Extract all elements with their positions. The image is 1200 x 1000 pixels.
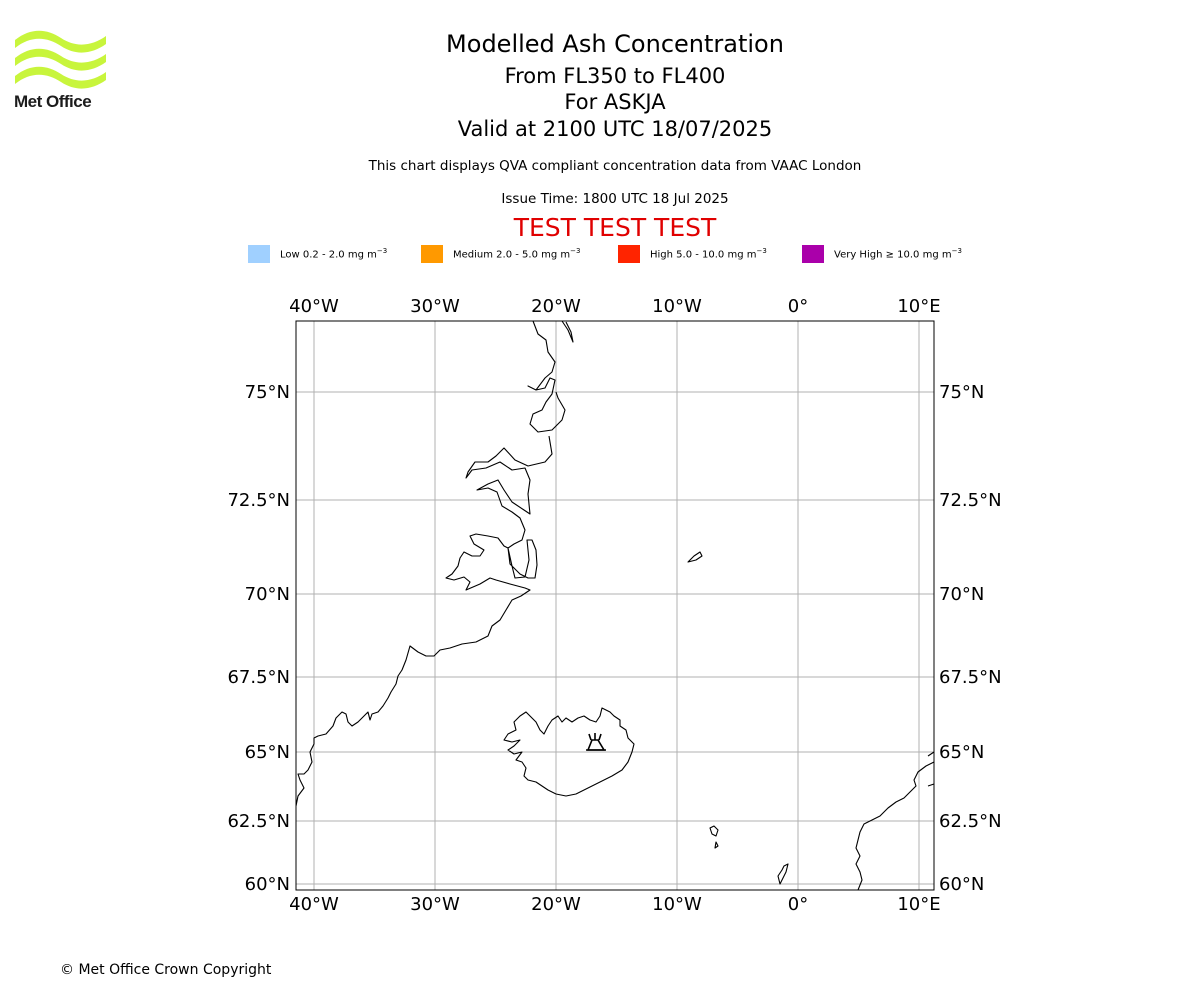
greenland-coastline <box>295 320 574 807</box>
lat-tick-label: 60°N <box>939 874 984 895</box>
lon-tick-label: 30°W <box>410 296 460 317</box>
lon-tick-label: 40°W <box>289 296 339 317</box>
shetland-coastline <box>777 863 789 885</box>
met-office-logo: Met Office <box>14 30 108 114</box>
logo-text: Met Office <box>14 92 92 111</box>
legend-swatch-medium <box>421 245 443 263</box>
legend-label-very-high: Very High ≥ 10.0 mg m−3 <box>834 247 962 261</box>
lat-tick-label: 65°N <box>245 742 290 763</box>
valid-time: Valid at 2100 UTC 18/07/2025 <box>457 117 773 141</box>
norway-coastline <box>855 751 935 891</box>
lat-tick-label: 67.5°N <box>227 667 290 688</box>
lon-tick-label: 30°W <box>410 894 460 915</box>
test-banner: TEST TEST TEST <box>513 213 717 242</box>
met-office-waves-icon <box>15 30 106 89</box>
lat-tick-label: 72.5°N <box>939 490 1002 511</box>
lon-tick-label: 0° <box>788 894 808 915</box>
lat-labels-left: 75°N 72.5°N 70°N 67.5°N 65°N 62.5°N 60°N <box>227 382 290 895</box>
coastlines <box>295 320 935 891</box>
lat-tick-label: 60°N <box>245 874 290 895</box>
lat-tick-label: 70°N <box>245 584 290 605</box>
lat-tick-label: 75°N <box>939 382 984 403</box>
lon-tick-label: 20°W <box>531 894 581 915</box>
chart-description: This chart displays QVA compliant concen… <box>368 158 862 174</box>
legend-swatch-low <box>248 245 270 263</box>
lat-labels-right: 75°N 72.5°N 70°N 67.5°N 65°N 62.5°N 60°N <box>939 382 1002 895</box>
legend-swatch-very-high <box>802 245 824 263</box>
flight-level-range: From FL350 to FL400 <box>504 64 726 88</box>
lat-tick-label: 67.5°N <box>939 667 1002 688</box>
legend-label-medium: Medium 2.0 - 5.0 mg m−3 <box>453 247 581 261</box>
legend-item-medium: Medium 2.0 - 5.0 mg m−3 <box>421 244 580 264</box>
lat-tick-label: 70°N <box>939 584 984 605</box>
lon-tick-label: 10°E <box>897 894 940 915</box>
lon-tick-label: 20°W <box>531 296 581 317</box>
lon-tick-label: 10°W <box>652 296 702 317</box>
lon-labels-bottom: 40°W 30°W 20°W 10°W 0° 10°E <box>289 894 940 915</box>
chart-title: Modelled Ash Concentration <box>446 30 784 58</box>
copyright-notice: © Met Office Crown Copyright <box>60 962 272 978</box>
lat-tick-label: 62.5°N <box>939 811 1002 832</box>
volcano-icon <box>586 733 606 751</box>
legend-label-low: Low 0.2 - 2.0 mg m−3 <box>280 247 388 261</box>
iceland-coastline <box>503 707 635 797</box>
legend-label-high: High 5.0 - 10.0 mg m−3 <box>650 247 767 261</box>
map-gridlines <box>296 321 934 890</box>
lon-labels-top: 40°W 30°W 20°W 10°W 0° 10°E <box>289 296 940 317</box>
legend-item-low: Low 0.2 - 2.0 mg m−3 <box>248 244 387 264</box>
faroe-coastline <box>709 825 719 849</box>
issue-time: Issue Time: 1800 UTC 18 Jul 2025 <box>501 191 729 207</box>
legend-item-high: High 5.0 - 10.0 mg m−3 <box>618 244 767 264</box>
lon-tick-label: 0° <box>788 296 808 317</box>
jan-mayen-coastline <box>687 551 703 563</box>
legend-item-very-high: Very High ≥ 10.0 mg m−3 <box>802 244 962 264</box>
legend-swatch-high <box>618 245 640 263</box>
volcano-name: For ASKJA <box>564 90 666 114</box>
lon-tick-label: 40°W <box>289 894 339 915</box>
lat-tick-label: 72.5°N <box>227 490 290 511</box>
lat-tick-label: 75°N <box>245 382 290 403</box>
lon-tick-label: 10°W <box>652 894 702 915</box>
lat-tick-label: 65°N <box>939 742 984 763</box>
lon-tick-label: 10°E <box>897 296 940 317</box>
lat-tick-label: 62.5°N <box>227 811 290 832</box>
map-frame <box>295 320 935 891</box>
